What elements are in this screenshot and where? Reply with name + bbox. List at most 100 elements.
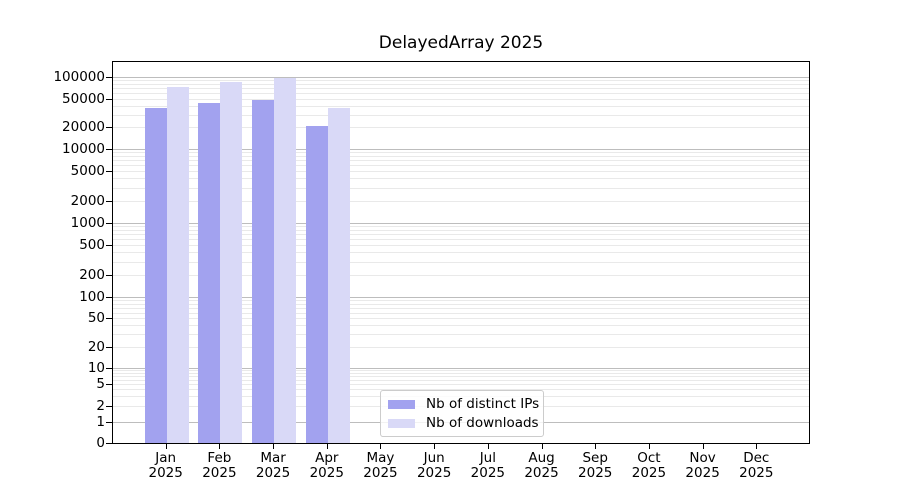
y-tick-mark [106, 443, 112, 444]
major-gridline [113, 297, 809, 298]
minor-gridline [113, 346, 809, 348]
x-tick-mark [380, 444, 382, 449]
y-tick-mark [106, 171, 112, 173]
x-tick-mark [702, 444, 704, 449]
minor-gridline [113, 373, 809, 375]
x-tick-label-may: May 2025 [363, 450, 398, 481]
y-tick-label: 1 [96, 414, 105, 430]
y-tick-label: 100 [79, 289, 105, 305]
y-tick-mark [106, 98, 112, 100]
y-tick-label: 2 [96, 397, 105, 414]
legend: Nb of distinct IPs Nb of downloads [380, 390, 544, 437]
minor-gridline [113, 370, 809, 372]
x-tick-mark [326, 444, 328, 449]
minor-gridline [113, 171, 809, 173]
minor-gridline [113, 334, 809, 336]
y-tick-mark [106, 245, 112, 247]
legend-swatch-distinct-ips [388, 399, 415, 409]
minor-gridline [113, 98, 809, 100]
y-tick-label: 5 [96, 376, 105, 393]
minor-gridline [113, 114, 809, 116]
legend-swatch-downloads [388, 418, 415, 428]
minor-gridline [113, 384, 809, 386]
bar-downloads-mar [274, 77, 297, 443]
minor-gridline [113, 318, 809, 320]
minor-gridline [113, 80, 809, 82]
x-tick-label-jan: Jan 2025 [148, 450, 183, 481]
x-tick-mark [756, 444, 758, 449]
x-tick-label-sep: Sep 2025 [578, 450, 613, 481]
y-tick-label: 100000 [53, 69, 105, 85]
minor-gridline [113, 226, 809, 228]
minor-gridline [113, 105, 809, 107]
y-tick-label: 0 [96, 435, 105, 451]
bar-downloads-feb [220, 82, 243, 443]
y-tick-label: 20000 [62, 119, 105, 136]
y-tick-label: 1000 [70, 215, 105, 231]
major-gridline [113, 77, 809, 78]
minor-gridline [113, 88, 809, 90]
y-tick-mark [106, 274, 112, 276]
x-tick-label-dec: Dec 2025 [739, 450, 774, 481]
minor-gridline [113, 274, 809, 276]
y-tick-label: 200 [79, 266, 105, 283]
x-tick-label-oct: Oct 2025 [631, 450, 667, 481]
major-gridline [113, 149, 809, 150]
minor-gridline [113, 234, 809, 236]
y-tick-mark [106, 223, 112, 224]
y-tick-label: 2000 [70, 192, 105, 209]
minor-gridline [113, 152, 809, 154]
legend-item-label: Nb of distinct IPs [426, 396, 540, 412]
y-tick-mark [106, 200, 112, 202]
x-tick-mark [219, 444, 221, 449]
y-tick-mark [106, 77, 112, 78]
minor-gridline [113, 230, 809, 232]
x-tick-mark [541, 444, 543, 449]
y-tick-mark [106, 297, 112, 298]
y-tick-mark [106, 368, 112, 369]
minor-gridline [113, 200, 809, 202]
minor-gridline [113, 178, 809, 180]
minor-gridline [113, 307, 809, 309]
y-tick-mark [106, 127, 112, 129]
bar-distinct-ips-apr [305, 125, 328, 443]
bar-distinct-ips-jan [144, 108, 167, 443]
x-tick-label-aug: Aug 2025 [524, 450, 559, 481]
minor-gridline [113, 325, 809, 327]
y-tick-label: 50000 [62, 90, 105, 107]
legend-item: Nb of distinct IPs [388, 396, 540, 412]
major-gridline [113, 223, 809, 224]
minor-gridline [113, 92, 809, 94]
legend-item: Nb of downloads [388, 415, 539, 431]
bar-downloads-jan [166, 86, 189, 443]
major-gridline [113, 368, 809, 369]
bar-distinct-ips-mar [252, 99, 275, 443]
x-tick-mark [273, 444, 275, 449]
legend-item-label: Nb of downloads [426, 415, 539, 431]
x-tick-mark [165, 444, 167, 449]
y-tick-label: 50 [87, 310, 105, 327]
minor-gridline [113, 312, 809, 314]
bar-distinct-ips-feb [198, 103, 221, 443]
minor-gridline [113, 376, 809, 378]
y-tick-mark [106, 405, 112, 407]
y-tick-label: 500 [79, 237, 105, 254]
minor-gridline [113, 379, 809, 381]
minor-gridline [113, 156, 809, 158]
y-tick-label: 10000 [62, 141, 105, 157]
y-tick-mark [106, 346, 112, 348]
minor-gridline [113, 389, 809, 391]
x-tick-label-mar: Mar 2025 [255, 450, 291, 481]
x-tick-mark [595, 444, 597, 449]
minor-gridline [113, 165, 809, 167]
y-tick-label: 10 [87, 360, 105, 376]
y-tick-label: 5000 [70, 163, 105, 180]
x-tick-mark [487, 444, 489, 449]
minor-gridline [113, 160, 809, 162]
minor-gridline [113, 239, 809, 241]
minor-gridline [113, 303, 809, 305]
x-tick-label-jun: Jun 2025 [416, 450, 452, 481]
y-tick-label: 20 [87, 338, 105, 355]
x-tick-label-feb: Feb 2025 [202, 450, 237, 481]
